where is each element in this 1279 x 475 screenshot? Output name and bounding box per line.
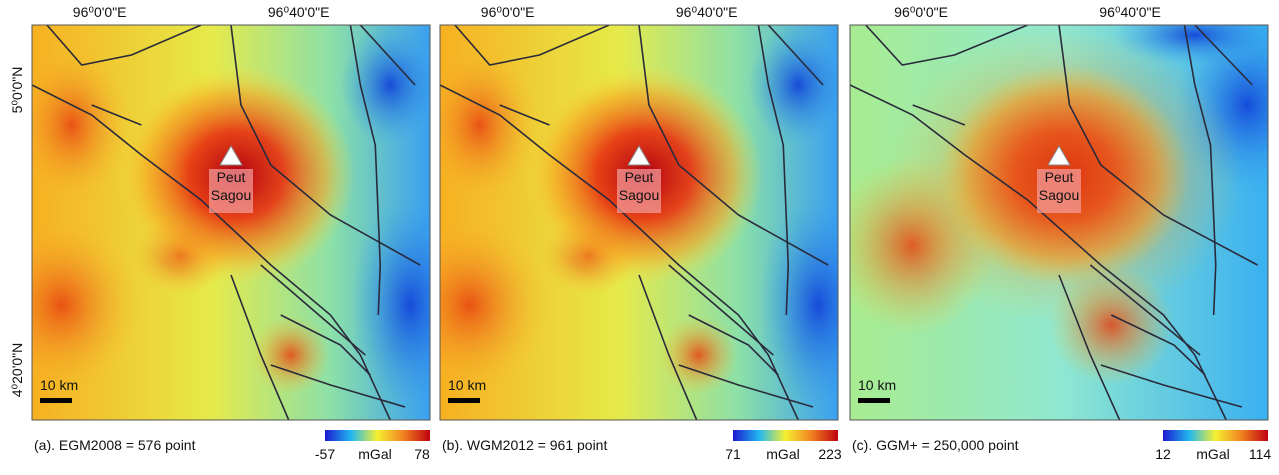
fault-line [270, 364, 406, 408]
fault-line [260, 264, 366, 356]
anomaly [748, 25, 838, 145]
colorbar-unit: mGal [358, 446, 391, 462]
fault-line [349, 25, 382, 316]
anomaly [32, 45, 132, 205]
fault-line [850, 84, 1227, 420]
scale-bar [40, 398, 72, 403]
place-name: Peut [625, 169, 654, 185]
anomaly [340, 25, 430, 145]
x-coordinate-label: 96⁰40'0"E [268, 4, 330, 20]
scale-bar-label: 10 km [40, 377, 78, 393]
fault-line [454, 25, 610, 66]
fault-line [280, 314, 371, 376]
anomaly [658, 315, 739, 395]
fault-line [32, 84, 391, 420]
caption: (a). EGM2008 = 576 point [34, 437, 196, 453]
fault-line [46, 25, 202, 66]
peak-marker [219, 145, 243, 166]
colorbar [1163, 430, 1268, 441]
map [850, 25, 1268, 420]
scale-bar-label: 10 km [448, 377, 486, 393]
y-coordinate-label: 5⁰0'0"N [9, 67, 25, 114]
x-coordinate-label: 96⁰0'0"E [481, 4, 535, 20]
map [440, 25, 838, 420]
map-panel: Peut Sagou 10 km 96⁰0'0"E 96⁰40'0"E (a). EGM2… [31, 4, 431, 462]
place-name: Sagou [619, 187, 659, 203]
colorbar-max: 223 [818, 446, 842, 462]
colorbar-min: 71 [725, 446, 741, 462]
map-frame [439, 24, 839, 421]
anomaly [758, 195, 838, 415]
place-label-box [617, 169, 661, 213]
fault-line [688, 314, 779, 376]
x-coordinate-label: 96⁰40'0"E [676, 4, 738, 20]
fault-line [1058, 25, 1258, 266]
colorbar-max: 78 [414, 446, 430, 462]
fault-line [1058, 274, 1121, 420]
fault-line [499, 104, 550, 126]
fault-line [359, 25, 416, 86]
map [32, 25, 430, 420]
fault-line [1089, 264, 1201, 356]
scale-bar [448, 398, 480, 403]
anomaly [32, 215, 142, 395]
fault-line [638, 274, 698, 420]
fault-line [678, 364, 814, 408]
y-coordinate-label: 4⁰20'0"N [9, 343, 25, 398]
place-name: Peut [217, 169, 246, 185]
place-name: Peut [1045, 169, 1074, 185]
anomaly [440, 215, 550, 395]
fault-line [757, 25, 790, 316]
colorbar [325, 430, 430, 441]
x-coordinate-label: 96⁰0'0"E [73, 4, 127, 20]
colorbar-unit: mGal [766, 446, 799, 462]
place-label-box [1037, 169, 1081, 213]
map-frame [849, 24, 1269, 421]
scale-bar-label: 10 km [858, 377, 896, 393]
anomaly [350, 195, 430, 415]
colorbar-max: 114 [1249, 446, 1272, 462]
fault-line [912, 104, 966, 126]
x-coordinate-label: 96⁰40'0"E [1099, 4, 1161, 20]
anomaly [250, 315, 331, 395]
peak-marker [1047, 145, 1071, 166]
fault-line [638, 25, 829, 266]
anomaly [440, 45, 540, 205]
fault-line [1194, 25, 1253, 86]
fault-line [668, 264, 774, 356]
fault-line [865, 25, 1028, 66]
colorbar-min: -57 [315, 446, 335, 462]
colorbar-unit: mGal [1196, 446, 1229, 462]
colorbar-min: 12 [1155, 446, 1171, 462]
fault-line [230, 274, 290, 420]
fault-line [1183, 25, 1217, 316]
place-name: Sagou [1039, 187, 1079, 203]
fault-line [767, 25, 824, 86]
fault-line [1100, 364, 1243, 408]
x-coordinate-label: 96⁰0'0"E [894, 4, 948, 20]
map-panel: Peut Sagou 10 km 96⁰0'0"E 96⁰40'0"E (b). WGM2… [439, 4, 842, 462]
fault-line [440, 84, 799, 420]
caption: (b). WGM2012 = 961 point [442, 437, 607, 453]
fault-line [91, 104, 142, 126]
colorbar [733, 430, 838, 441]
map-panel: Peut Sagou 10 km 96⁰0'0"E 96⁰40'0"E (c). GGM+… [849, 4, 1272, 462]
scale-bar [858, 398, 890, 403]
fault-line [230, 25, 421, 266]
caption: (c). GGM+ = 250,000 point [852, 437, 1019, 453]
fault-line [1110, 314, 1206, 376]
peak-marker [627, 145, 651, 166]
place-name: Sagou [211, 187, 251, 203]
place-label-box [209, 169, 253, 213]
map-frame [31, 24, 431, 421]
